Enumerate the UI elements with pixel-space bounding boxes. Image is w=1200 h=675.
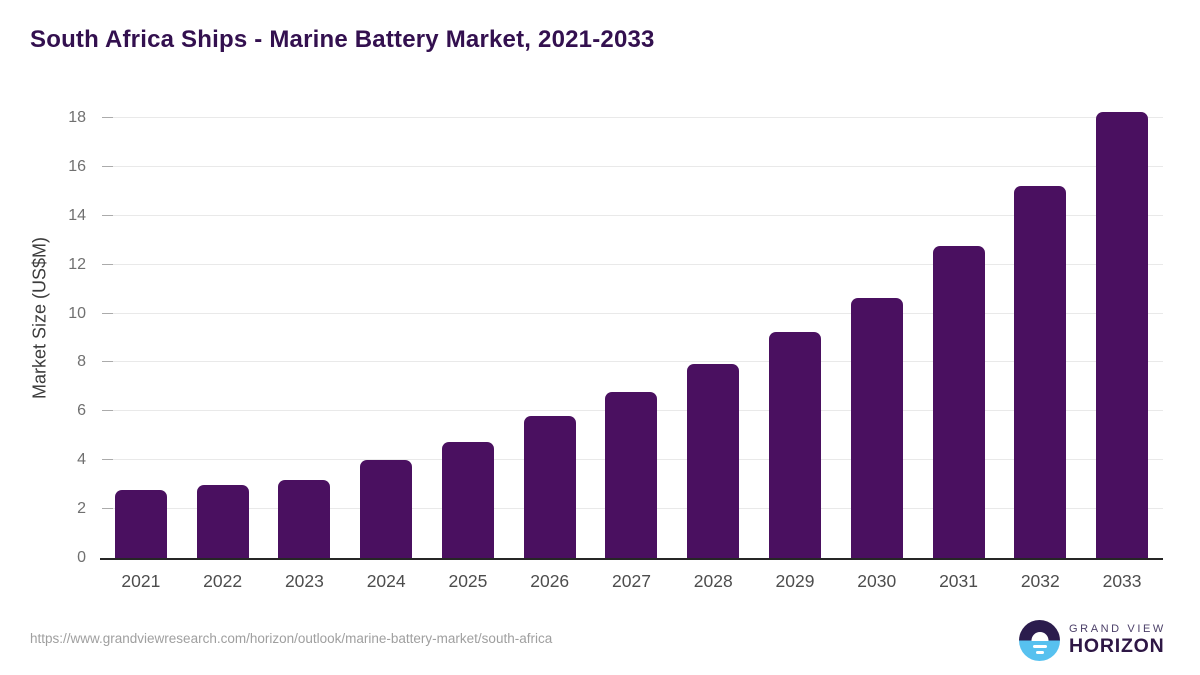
gridline-y16 [102,165,1163,167]
logo-product-name: HORIZON [1069,635,1165,658]
bar-slot-2027 [591,100,673,558]
sun-dome-shape [1031,631,1048,641]
bar-2030 [850,297,903,558]
chart-title: South Africa Ships - Marine Battery Mark… [30,26,655,53]
ytick-mark-y12 [102,263,113,265]
xtick-label-2024: 2024 [366,571,406,591]
bar-slot-2026 [509,100,591,558]
gridline-y18 [102,117,1163,118]
ytick-mark-y4 [102,459,113,461]
bar-slot-2022 [182,100,264,558]
bar-slot-2024 [345,100,427,558]
bar-2022 [196,484,249,558]
xtick-label-2026: 2026 [530,571,570,591]
ytick-mark-y2 [102,508,113,510]
ytick-label-10: 10 [68,304,86,322]
bar-2031 [932,246,985,558]
bar-slot-2032 [999,100,1081,558]
ytick-label-0: 0 [77,549,86,566]
xtick-label-2030: 2030 [857,571,897,591]
xtick-label-2025: 2025 [448,571,488,591]
sun-reflection-wide [1032,644,1047,648]
bar-slot-2023 [264,100,346,558]
bar-2026 [523,416,576,558]
xtick-label-2028: 2028 [693,571,733,591]
logo-brand-name: GRAND VIEW [1069,623,1166,636]
sun-reflection-narrow [1035,650,1044,654]
bar-slot-2021 [100,100,182,558]
bar-2024 [360,460,413,558]
xtick-label-2022: 2022 [203,571,243,591]
bar-slot-2028 [672,100,754,558]
ytick-label-4: 4 [77,451,86,469]
xtick-label-2033: 2033 [1102,571,1142,591]
bar-slot-2025 [427,100,509,558]
xtick-label-2029: 2029 [775,571,815,591]
xtick-label-2021: 2021 [121,571,161,591]
ytick-label-8: 8 [77,353,86,371]
gridline-y8 [102,361,1163,363]
bar-slot-2030 [836,100,918,558]
bar-slot-2029 [754,100,836,558]
bar-slot-2031 [918,100,1000,558]
gridline-y14 [102,214,1163,216]
bar-2027 [605,391,658,558]
gridline-y12 [102,263,1163,265]
ytick-label-16: 16 [68,157,86,175]
bar-2029 [769,331,821,558]
ytick-mark-y14 [102,214,113,216]
horizon-sun-icon [1019,620,1060,661]
xtick-label-2032: 2032 [1020,571,1060,591]
bar-slot-2033 [1081,100,1163,558]
xtick-label-2023: 2023 [284,571,324,591]
bar-2021 [114,489,167,558]
xtick-label-2031: 2031 [939,571,978,591]
bars-row [100,100,1163,558]
ytick-label-18: 18 [68,109,86,126]
xtick-label-2027: 2027 [612,571,651,591]
logo-text-block: GRAND VIEW HORIZON [1069,623,1166,658]
ytick-label-12: 12 [68,255,86,273]
bar-2023 [278,479,331,558]
bar-2033 [1096,111,1149,558]
ytick-mark-y18 [102,117,113,118]
bar-2028 [687,363,740,558]
bar-2032 [1014,186,1067,558]
ytick-label-6: 6 [77,402,86,420]
x-axis-labels: 2021 2022 2023 2024 2025 2026 2027 2028 2029 2030… [100,571,1163,592]
ytick-mark-y10 [102,312,113,314]
gridline-y10 [102,312,1163,314]
ytick-label-2: 2 [77,500,86,518]
bar-2025 [441,441,494,558]
ytick-label-14: 14 [68,206,86,224]
ytick-mark-y16 [102,165,113,167]
ytick-mark-y6 [102,410,113,412]
y-axis-label: Market Size (US$M) [29,236,50,400]
grand-view-horizon-logo: GRAND VIEW HORIZON [1019,620,1166,661]
ytick-mark-y8 [102,361,113,363]
plot-area: 0 2 4 6 8 10 12 14 16 18 2021 2022 2023 2024 2025 2026… [68,100,1163,591]
source-url: https://www.grandviewresearch.com/horizo… [30,631,553,646]
